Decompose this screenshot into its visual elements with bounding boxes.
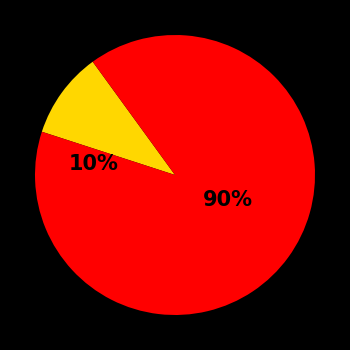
- Text: 10%: 10%: [69, 154, 119, 174]
- Wedge shape: [35, 35, 315, 315]
- Text: 90%: 90%: [203, 190, 253, 210]
- Wedge shape: [42, 62, 175, 175]
